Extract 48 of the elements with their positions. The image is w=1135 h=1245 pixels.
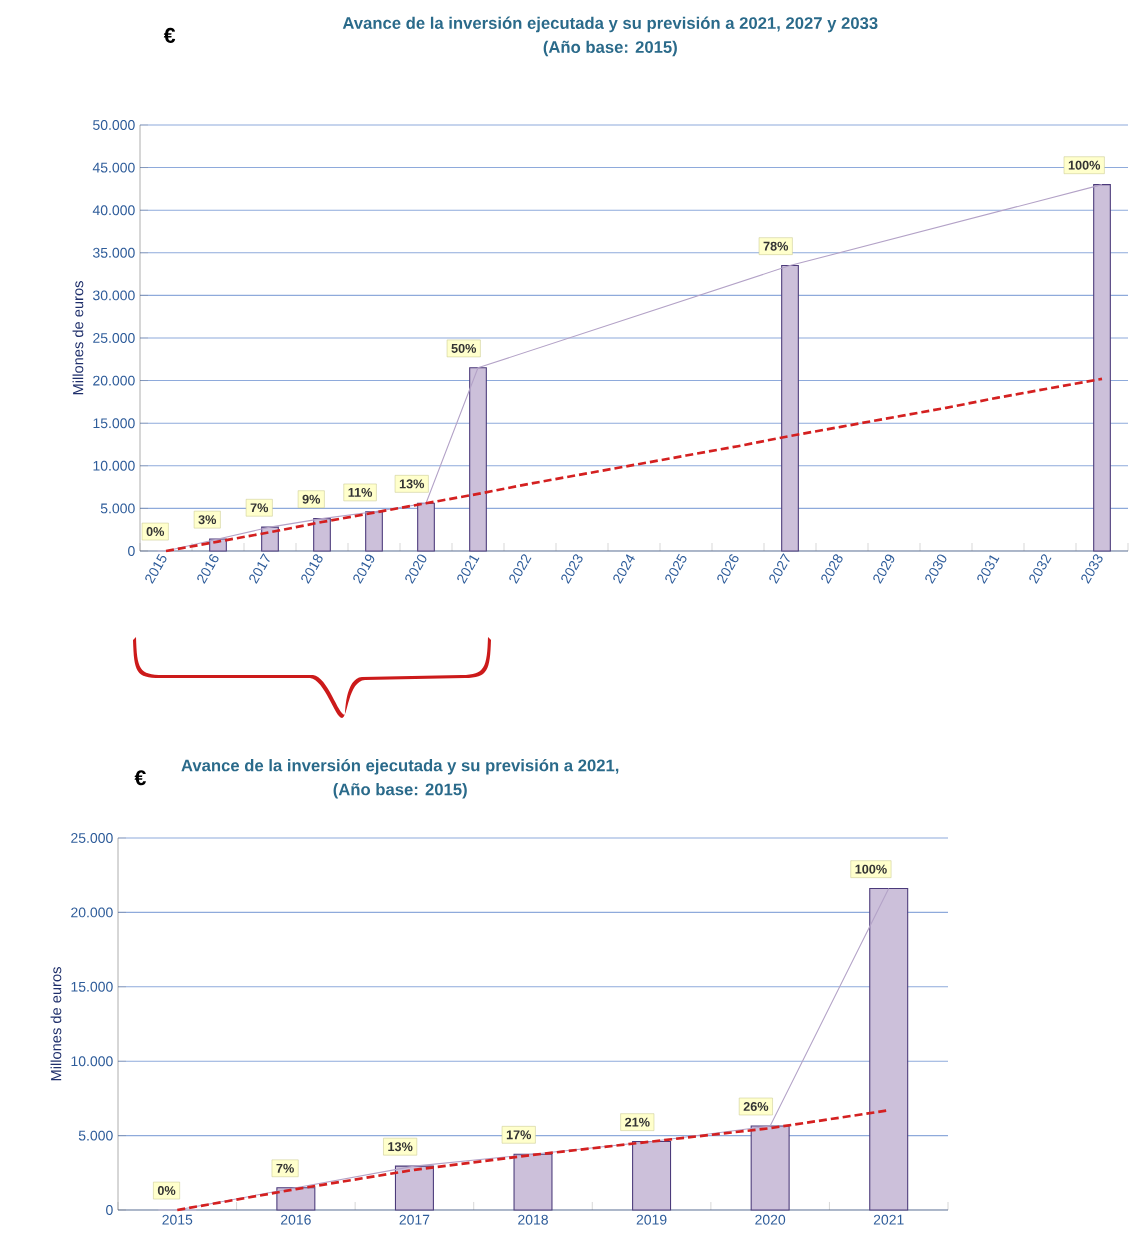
annotation: 0% bbox=[157, 1186, 176, 1196]
annotation: 26% bbox=[743, 1102, 769, 1111]
annotation: 11% bbox=[348, 487, 373, 497]
y-tick-label: 50.000 bbox=[93, 120, 135, 130]
y-tick-label: 25.000 bbox=[71, 833, 113, 843]
y-tick-label: 15.000 bbox=[93, 418, 135, 429]
annotation: 78% bbox=[763, 241, 789, 251]
y-tick-label: 5.000 bbox=[100, 503, 135, 514]
annotation: 7% bbox=[276, 1163, 294, 1173]
y-tick-label: 5.000 bbox=[78, 1130, 113, 1141]
annotation: 100% bbox=[855, 864, 887, 874]
y-tick-label: 10.000 bbox=[71, 1056, 113, 1067]
annotation: 21% bbox=[625, 1117, 650, 1127]
y-tick-label: 0 bbox=[128, 546, 135, 556]
annotation: 13% bbox=[388, 1142, 413, 1152]
chart-subtitle: (Año base: 2015) bbox=[543, 40, 677, 57]
annotation: 7% bbox=[250, 503, 269, 513]
y-axis-title: Millones de euros bbox=[72, 281, 84, 395]
text: € bbox=[163, 27, 176, 43]
x-tick-label: 2015 bbox=[162, 1214, 193, 1225]
annotation: 13% bbox=[399, 479, 425, 489]
annotation: 0% bbox=[146, 527, 165, 537]
y-tick-label: 20.000 bbox=[93, 375, 135, 386]
y-tick-label: 45.000 bbox=[92, 162, 135, 173]
y-tick-label: 15.000 bbox=[71, 981, 113, 992]
y-axis-title: Millones de euros bbox=[50, 967, 62, 1081]
x-tick-label: 2018 bbox=[518, 1214, 548, 1225]
y-tick-label: 0 bbox=[106, 1205, 113, 1215]
chart-title: Avance de la inversión ejecutada y su previsión a 2021, 2027 y 2033 bbox=[342, 16, 878, 33]
y-tick-label: 30.000 bbox=[92, 290, 135, 301]
chart-subtitle: (Año base: 2015) bbox=[333, 783, 467, 799]
chart-title: Avance de la inversión ejecutada y su previsión a 2021, bbox=[181, 758, 619, 775]
text: € bbox=[134, 770, 146, 786]
annotation: 9% bbox=[302, 494, 321, 504]
y-tick-label: 35.000 bbox=[92, 247, 135, 258]
annotation: 17% bbox=[506, 1130, 532, 1140]
x-tick-label: 2017 bbox=[399, 1214, 430, 1225]
x-tick-label: 2019 bbox=[636, 1214, 667, 1225]
x-tick-label: 2021 bbox=[873, 1214, 904, 1225]
y-tick-label: 10.000 bbox=[93, 460, 135, 471]
y-tick-label: 40.000 bbox=[92, 205, 135, 216]
x-tick-label: 2020 bbox=[755, 1214, 786, 1225]
y-tick-label: 20.000 bbox=[71, 907, 113, 918]
annotation: 100% bbox=[1068, 160, 1101, 170]
annotation: 3% bbox=[198, 515, 217, 525]
annotation: 50% bbox=[451, 343, 477, 353]
x-tick-label: 2016 bbox=[281, 1214, 311, 1225]
y-tick-label: 25.000 bbox=[93, 333, 135, 343]
